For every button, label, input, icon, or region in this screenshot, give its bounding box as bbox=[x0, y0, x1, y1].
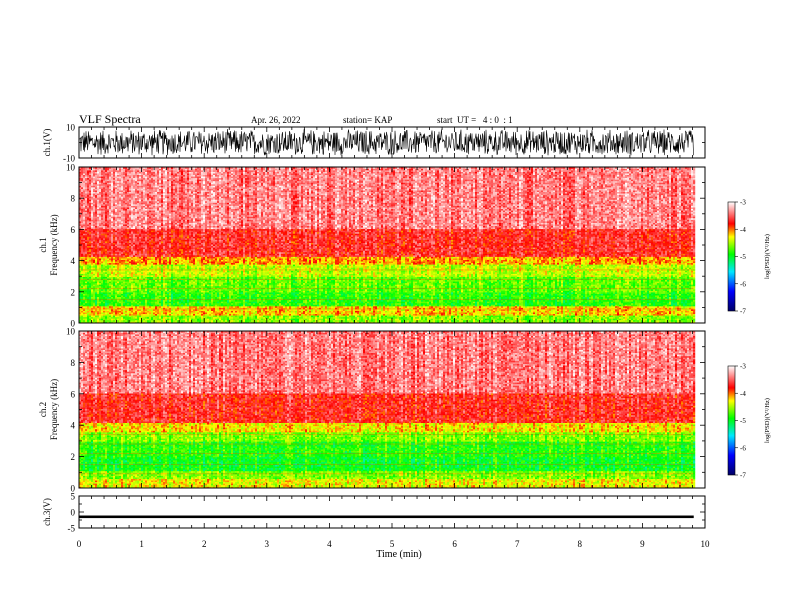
figure-title: VLF Spectra bbox=[79, 112, 141, 126]
y-axis-label: ch.1(V) bbox=[42, 129, 52, 157]
station-label: station= KAP bbox=[343, 115, 392, 125]
vlf-figure: VLF Spectra Apr. 26, 2022 station= KAP s… bbox=[0, 0, 792, 612]
date-label: Apr. 26, 2022 bbox=[251, 115, 301, 125]
ch1-waveform-line bbox=[80, 129, 694, 155]
y-tick-label: 10 bbox=[66, 123, 76, 133]
start-time-label: start UT = 4 : 0 : 1 bbox=[437, 115, 513, 125]
